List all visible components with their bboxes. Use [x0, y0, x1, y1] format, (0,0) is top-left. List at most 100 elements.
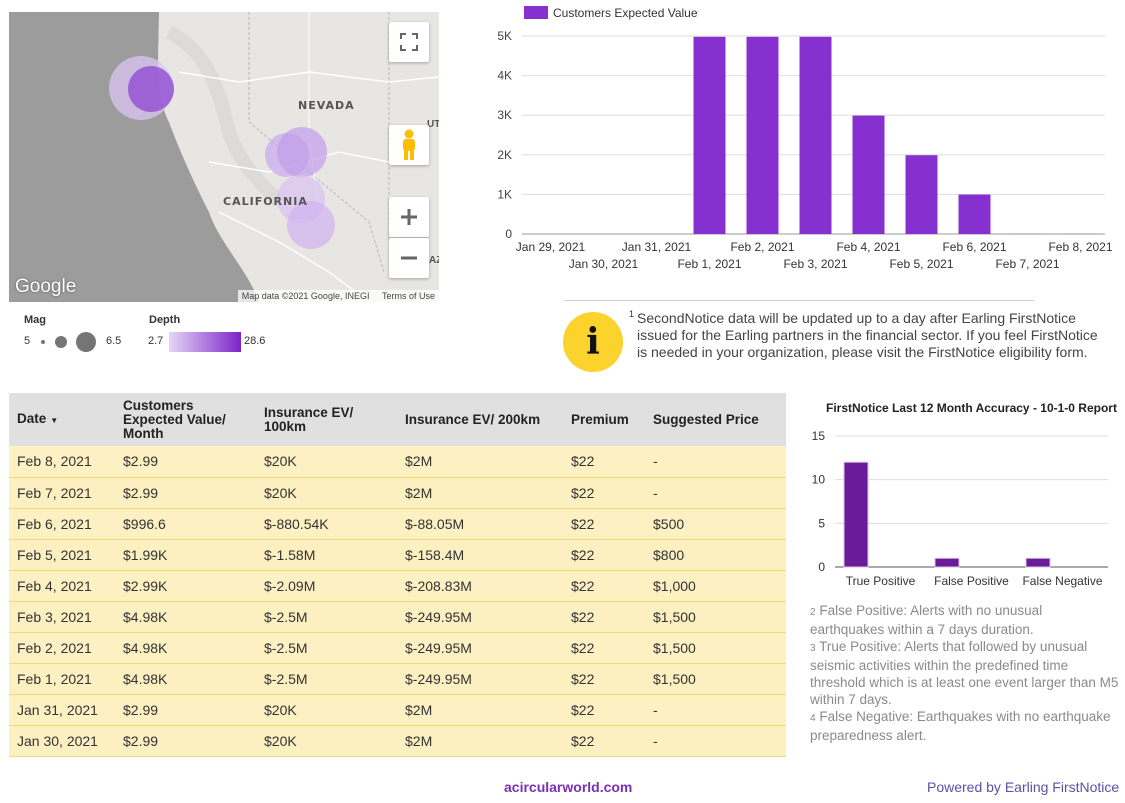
zoom-in-button[interactable]: [389, 197, 429, 237]
x-tick-label: False Negative: [1022, 574, 1102, 588]
plus-icon: [401, 209, 417, 225]
column-header-date[interactable]: Date ▼: [9, 393, 115, 446]
depth-legend-min: 2.7: [148, 335, 164, 347]
column-header-premium[interactable]: Premium: [563, 393, 645, 446]
x-tick-label: Feb 8, 2021: [1048, 240, 1112, 254]
sort-desc-icon[interactable]: ▼: [50, 415, 59, 425]
table-row[interactable]: Feb 5, 2021 $1.99K $-1.58M $-158.4M $22 $800: [9, 539, 786, 571]
bar[interactable]: [934, 557, 960, 568]
bar[interactable]: [746, 36, 779, 235]
table-cell: Feb 3, 2021: [9, 601, 115, 633]
table-cell: $4.98K: [115, 663, 256, 695]
table-row[interactable]: Feb 7, 2021 $2.99 $20K $2M $22-: [9, 477, 786, 509]
table-cell: $2.99: [115, 477, 256, 509]
fullscreen-button[interactable]: [389, 22, 429, 62]
bar[interactable]: [693, 36, 726, 235]
table-cell: $-880.54K: [256, 508, 397, 540]
footnote-text: True Positive: Alerts that followed by u…: [810, 639, 1119, 707]
table-cell: $-249.95M: [397, 601, 563, 633]
table-cell: $2M: [397, 477, 563, 509]
terms-of-use-link[interactable]: Terms of Use: [381, 291, 435, 301]
mag-large-dot: [76, 332, 96, 352]
table-cell: $20K: [256, 446, 397, 478]
depth-gradient-bar: [169, 332, 241, 352]
column-header-insurance-ev-200km[interactable]: Insurance EV/ 200km: [397, 393, 563, 446]
accuracy-footnotes: 2 False Positive: Alerts with no unusual…: [810, 602, 1120, 744]
table-cell: $4.98K: [115, 632, 256, 664]
column-header-insurance-ev-100km[interactable]: Insurance EV/ 100km: [256, 393, 397, 446]
table-row[interactable]: Feb 3, 2021 $4.98K $-2.5M $-249.95M $22 $1,50…: [9, 601, 786, 633]
table-row[interactable]: Feb 4, 2021 $2.99K $-2.09M $-208.83M $22 $1,0…: [9, 570, 786, 602]
x-tick-label: Jan 29, 2021: [516, 240, 586, 254]
table-row[interactable]: Feb 2, 2021 $4.98K $-2.5M $-249.95M $22 $1,50…: [9, 632, 786, 664]
bar[interactable]: [843, 461, 869, 568]
table-cell: Feb 4, 2021: [9, 570, 115, 602]
bar[interactable]: [958, 194, 991, 234]
table-cell: $-249.95M: [397, 632, 563, 664]
footnote-number: 3: [810, 643, 816, 654]
footnote-number: 4: [810, 713, 816, 724]
table-row[interactable]: Feb 8, 2021 $2.99 $20K $2M $22-: [9, 446, 786, 478]
table-cell: $22: [563, 508, 645, 540]
y-tick-label: 5K: [497, 29, 512, 43]
table-cell: $-1.58M: [256, 539, 397, 571]
table-row[interactable]: Feb 1, 2021 $4.98K $-2.5M $-249.95M $22 $1,50…: [9, 663, 786, 695]
map-attribution: Map data ©2021 Google, INEGI Terms of Us…: [237, 290, 439, 302]
depth-legend-max: 28.6: [244, 335, 266, 347]
x-tick-label: Feb 5, 2021: [889, 257, 953, 271]
table-cell: $996.6: [115, 508, 256, 540]
column-header-customers-ev[interactable]: Customers Expected Value/ Month: [115, 393, 256, 446]
table-row[interactable]: Jan 31, 2021 $2.99 $20K $2M $22-: [9, 694, 786, 726]
map-label-nevada: NEVADA: [298, 99, 355, 112]
table-cell: -: [645, 725, 786, 757]
table-cell: $22: [563, 477, 645, 509]
google-logo[interactable]: Google: [15, 276, 77, 297]
x-tick-label: Feb 3, 2021: [783, 257, 847, 271]
acircularworld-link[interactable]: acircularworld.com: [504, 779, 633, 795]
table-cell: $500: [645, 508, 786, 540]
map-data-credit: Map data ©2021 Google, INEGI: [241, 291, 370, 301]
map-label-edge: UT: [427, 119, 439, 130]
table-cell: Jan 30, 2021: [9, 725, 115, 757]
secondnotice-note: SecondNotice data will be updated up to …: [637, 310, 1098, 360]
column-header-suggested-price[interactable]: Suggested Price: [645, 393, 786, 446]
table-cell: $-249.95M: [397, 663, 563, 695]
note-divider: [564, 300, 1034, 301]
earthquake-map[interactable]: NEVADA CALIFORNIA UT AZ Google Map data …: [9, 12, 439, 302]
table-header-row: Date ▼ Customers Expected Value/ Month In…: [9, 393, 786, 446]
table-cell: $22: [563, 663, 645, 695]
quake-marker: [128, 66, 174, 112]
customers-expected-value-chart: 0 1K 2K 3K 4K 5K Jan 29, 2021 Jan 30, 2021 Jan 3…: [497, 29, 1113, 271]
table-cell: $2M: [397, 694, 563, 726]
y-tick-label: 0: [505, 227, 512, 241]
bar[interactable]: [1025, 557, 1051, 568]
zoom-out-button[interactable]: [389, 238, 429, 278]
y-tick-label: 4K: [497, 69, 512, 83]
footnote-number: 2: [810, 607, 816, 618]
x-tick-label: True Positive: [846, 574, 916, 588]
table-cell: Feb 8, 2021: [9, 446, 115, 478]
table-cell: -: [645, 477, 786, 509]
table-cell: $22: [563, 725, 645, 757]
y-tick-label: 0: [818, 560, 825, 574]
x-tick-label: False Positive: [934, 574, 1009, 588]
depth-legend-title: Depth: [149, 314, 181, 326]
street-view-button[interactable]: [389, 125, 429, 165]
map-terrain: [9, 12, 439, 302]
table-cell: -: [645, 446, 786, 478]
x-tick-label: Jan 31, 2021: [622, 240, 692, 254]
table-cell: $-2.5M: [256, 663, 397, 695]
map-label-california: CALIFORNIA: [223, 195, 308, 208]
table-cell: $-158.4M: [397, 539, 563, 571]
bar[interactable]: [905, 155, 938, 234]
table-cell: $22: [563, 694, 645, 726]
x-tick-label: Feb 1, 2021: [677, 257, 741, 271]
info-icon: i: [563, 312, 623, 372]
bar[interactable]: [799, 36, 832, 235]
table-row[interactable]: Jan 30, 2021 $2.99 $20K $2M $22-: [9, 725, 786, 757]
powered-by-link[interactable]: Powered by Earling FirstNotice: [927, 779, 1120, 795]
bar[interactable]: [852, 115, 885, 234]
table-row[interactable]: Feb 6, 2021 $996.6 $-880.54K $-88.05M $22 $50…: [9, 508, 786, 540]
table-cell: $22: [563, 446, 645, 478]
table-cell: Feb 2, 2021: [9, 632, 115, 664]
